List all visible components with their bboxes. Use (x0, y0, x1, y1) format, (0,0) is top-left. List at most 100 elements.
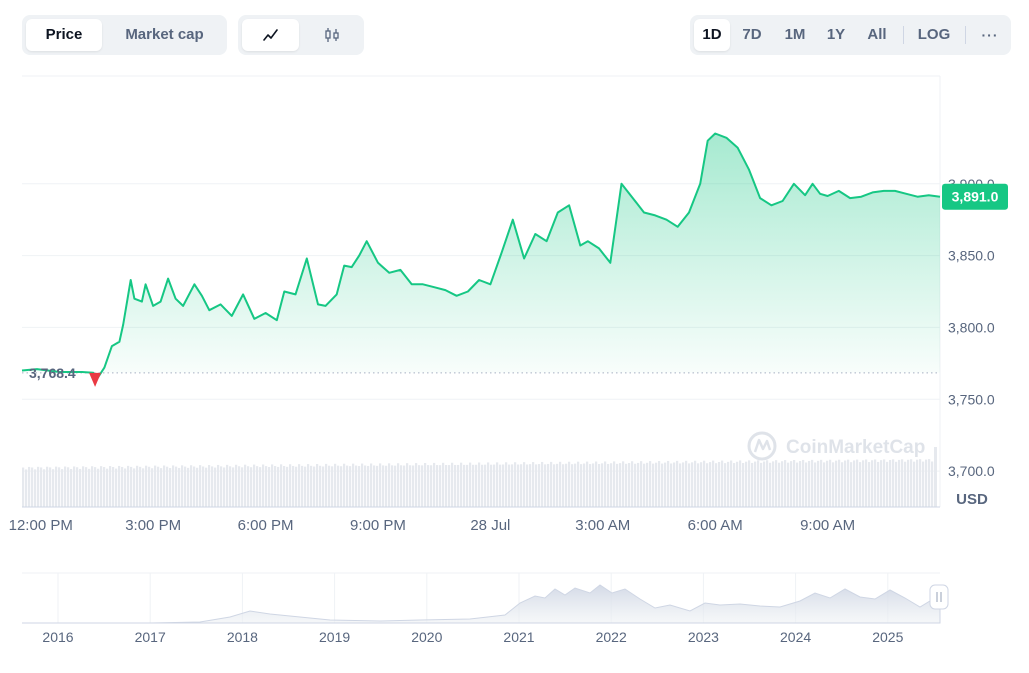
volume-bar (136, 465, 139, 507)
volume-bar (526, 464, 529, 507)
volume-bar (499, 464, 502, 507)
tab-price[interactable]: Price (26, 19, 102, 51)
volume-bar (187, 467, 190, 507)
volume-bar (154, 465, 157, 507)
volume-bar (418, 465, 421, 507)
volume-bar (178, 467, 181, 507)
volume-bar (595, 461, 598, 507)
volume-bar (205, 467, 208, 507)
volume-bar (601, 463, 604, 507)
x-tick-label: 3:00 PM (125, 517, 181, 534)
volume-bar (394, 465, 397, 507)
range-toggle: 1D 7D 1M 1Y All LOG ··· (690, 15, 1011, 55)
volume-bar (163, 465, 166, 507)
volume-bar (871, 460, 874, 507)
range-divider (903, 26, 904, 44)
volume-bar (40, 467, 43, 507)
volume-bar (748, 460, 751, 507)
volume-bar (901, 459, 904, 507)
range-7d[interactable]: 7D (742, 26, 762, 43)
volume-bar (655, 462, 658, 507)
coinmarketcap-watermark: CoinMarketCap (747, 431, 925, 461)
volume-bar (676, 460, 679, 507)
volume-bar (670, 463, 673, 507)
volume-bar (514, 462, 517, 507)
volume-bar (193, 466, 196, 507)
volume-bar (745, 461, 748, 507)
price-line (21, 132, 941, 381)
volume-bar (835, 460, 838, 507)
navigator-handle[interactable] (929, 584, 949, 610)
volume-bar (58, 467, 61, 507)
volume-bar (778, 462, 781, 507)
volume-bar (415, 463, 418, 507)
volume-bar (91, 466, 94, 507)
volume-bar (796, 462, 799, 507)
volume-bar (793, 460, 796, 507)
volume-bar (709, 462, 712, 507)
range-1y[interactable]: 1Y (826, 26, 846, 43)
x-tick-label: 9:00 PM (350, 517, 406, 534)
volume-bar (454, 464, 457, 507)
volume-bar (268, 467, 271, 507)
volume-bar (295, 466, 298, 507)
volume-bar (409, 465, 412, 507)
volume-bar (364, 465, 367, 507)
range-1d[interactable]: 1D (694, 19, 730, 51)
volume-bar (337, 465, 340, 507)
range-all[interactable]: All (867, 26, 887, 43)
volume-bar (673, 462, 676, 507)
navigator-history-area (22, 584, 941, 624)
volume-bar (685, 460, 688, 507)
volume-bar (106, 468, 109, 507)
volume-bar (682, 462, 685, 507)
tab-market-cap[interactable]: Market cap (125, 26, 204, 43)
volume-bar (799, 461, 802, 507)
price-down-marker-icon (89, 372, 102, 387)
volume-bar (784, 460, 787, 507)
volume-bar (733, 463, 736, 507)
coinmarketcap-logo-icon (747, 431, 777, 461)
volume-bar (613, 461, 616, 507)
volume-bar (649, 461, 652, 507)
navigator-year-label: 2017 (135, 629, 166, 645)
volume-bar (865, 459, 868, 507)
volume-bar (556, 463, 559, 507)
volume-bar (661, 463, 664, 507)
volume-bar (646, 462, 649, 507)
volume-bar (724, 463, 727, 507)
volume-bar (481, 464, 484, 507)
volume-bar (610, 463, 613, 507)
line-chart-button[interactable] (242, 19, 299, 51)
volume-bar (805, 462, 808, 507)
volume-bars (22, 447, 937, 507)
more-options-button[interactable]: ··· (981, 27, 999, 43)
volume-bar (46, 466, 49, 507)
volume-bar (925, 459, 928, 507)
volume-bar (598, 464, 601, 507)
volume-bar (280, 464, 283, 507)
volume-bar (469, 462, 472, 507)
x-tick-label: 9:00 AM (800, 517, 855, 534)
log-scale-button[interactable]: LOG (917, 26, 951, 43)
volume-bar (238, 466, 241, 507)
volume-bar (931, 461, 934, 507)
volume-bar (346, 465, 349, 507)
navigator-year-label: 2019 (319, 629, 350, 645)
volume-bar (451, 462, 454, 507)
navigator-year-label: 2023 (688, 629, 719, 645)
volume-bar (430, 465, 433, 507)
navigator-year-label: 2022 (596, 629, 627, 645)
volume-bar (763, 461, 766, 507)
volume-bar (523, 462, 526, 507)
volume-bar (361, 463, 364, 507)
range-1m[interactable]: 1M (784, 26, 806, 43)
volume-bar (88, 468, 91, 507)
volume-bar (511, 464, 514, 507)
candlestick-button[interactable] (303, 19, 360, 51)
price-area (22, 133, 940, 380)
volume-bar (664, 462, 667, 507)
x-tick-label: 3:00 AM (575, 517, 630, 534)
volume-bar (319, 465, 322, 507)
volume-bar (400, 465, 403, 507)
